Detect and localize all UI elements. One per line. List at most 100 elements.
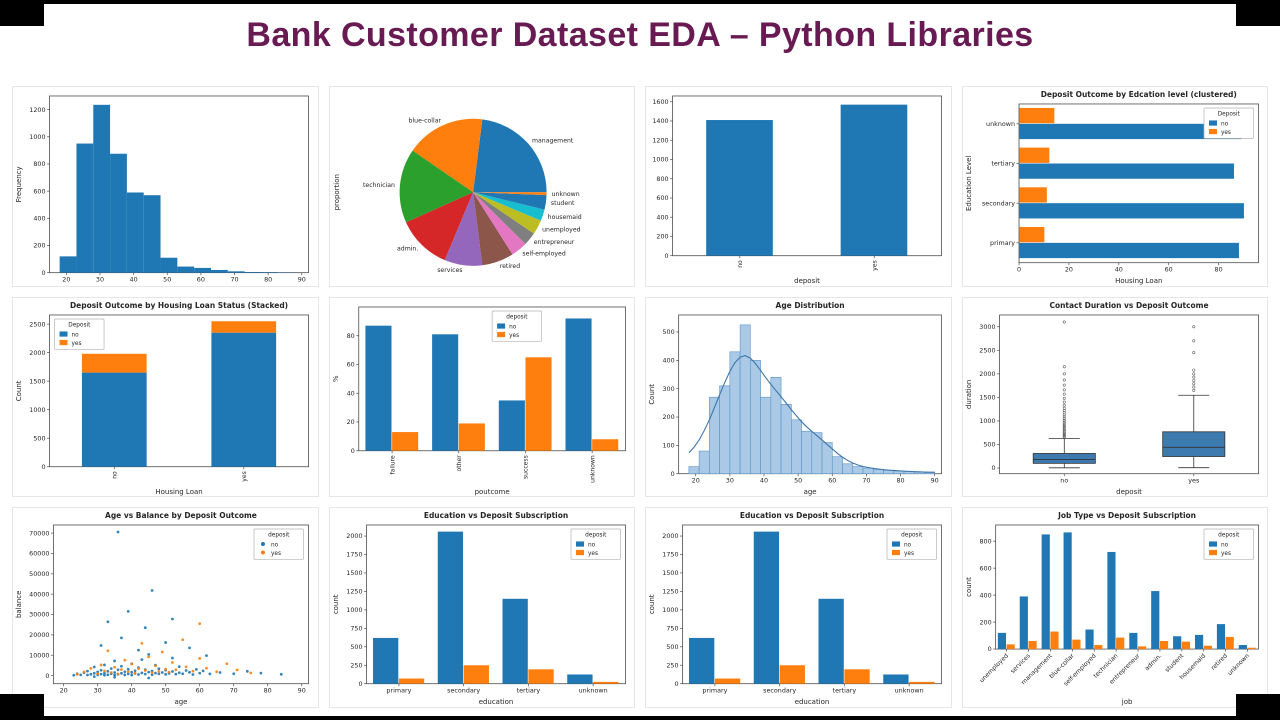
svg-text:60: 60	[828, 476, 836, 484]
svg-text:20: 20	[62, 276, 70, 284]
svg-text:unknown: unknown	[986, 120, 1015, 128]
svg-text:400: 400	[656, 213, 668, 221]
svg-text:600: 600	[979, 565, 991, 573]
svg-text:90: 90	[298, 276, 306, 284]
svg-text:60: 60	[197, 276, 205, 284]
svg-text:20: 20	[692, 476, 700, 484]
chart-poutcome-deposit-grouped: poutcome% failure other success unknown 0 20 40…	[328, 296, 635, 498]
svg-text:unknown: unknown	[578, 687, 607, 695]
svg-text:30: 30	[94, 687, 102, 695]
svg-text:age: age	[804, 488, 817, 496]
svg-text:60: 60	[1164, 266, 1172, 274]
svg-text:30000: 30000	[29, 611, 49, 619]
svg-text:80: 80	[264, 687, 272, 695]
svg-text:failure: failure	[389, 455, 396, 474]
svg-text:success: success	[522, 455, 529, 479]
svg-text:tertiary: tertiary	[991, 160, 1015, 168]
svg-text:tertiary: tertiary	[833, 687, 857, 695]
svg-text:yes: yes	[72, 341, 82, 347]
corner-mark-top-right	[1236, 0, 1280, 26]
svg-text:Job Type vs Deposit Subscripti: Job Type vs Deposit Subscription	[1057, 511, 1196, 520]
svg-text:management: management	[531, 137, 573, 144]
svg-text:Education Level: Education Level	[964, 156, 972, 211]
svg-text:70: 70	[862, 476, 870, 484]
svg-text:no: no	[904, 543, 912, 549]
svg-text:750: 750	[666, 625, 678, 633]
svg-text:proportion: proportion	[332, 174, 340, 210]
svg-text:400: 400	[33, 215, 45, 223]
svg-text:unknown: unknown	[1226, 653, 1251, 678]
svg-text:500: 500	[983, 440, 995, 448]
svg-text:count: count	[648, 595, 656, 615]
svg-text:1400: 1400	[652, 117, 668, 125]
chart-job-deposit-grouped: Job Type vs Deposit Subscription job count…	[961, 507, 1268, 708]
svg-text:20: 20	[346, 418, 354, 426]
svg-text:40000: 40000	[29, 591, 49, 599]
svg-text:20: 20	[60, 687, 68, 695]
svg-text:yes: yes	[587, 551, 597, 557]
svg-text:technician: technician	[362, 182, 394, 189]
svg-text:1200: 1200	[29, 106, 45, 114]
svg-text:90: 90	[298, 687, 306, 695]
svg-text:services: services	[437, 267, 462, 274]
svg-text:blue-collar: blue-collar	[408, 118, 441, 125]
svg-text:yes: yes	[1220, 551, 1230, 557]
svg-text:1500: 1500	[29, 377, 45, 385]
svg-text:400: 400	[662, 356, 674, 364]
svg-text:40: 40	[1114, 266, 1122, 274]
svg-text:count: count	[964, 577, 972, 597]
svg-text:no: no	[1220, 543, 1228, 549]
svg-text:Deposit Outcome by Housing Loa: Deposit Outcome by Housing Loan Status (…	[70, 301, 288, 310]
svg-text:housemaid: housemaid	[547, 214, 581, 221]
page-title: Bank Customer Dataset EDA – Python Libra…	[246, 16, 1034, 54]
svg-text:500: 500	[350, 643, 362, 651]
svg-text:800: 800	[979, 538, 991, 546]
svg-text:200: 200	[33, 242, 45, 250]
svg-text:deposit: deposit	[585, 533, 607, 539]
svg-text:secondary: secondary	[981, 199, 1014, 207]
svg-text:secondary: secondary	[763, 687, 796, 695]
svg-text:200: 200	[662, 413, 674, 421]
svg-text:primary: primary	[990, 239, 1015, 247]
svg-text:70000: 70000	[29, 530, 49, 538]
svg-text:yes: yes	[241, 471, 248, 482]
svg-text:0: 0	[665, 252, 669, 260]
chart-education-deposit-clustered: Deposit Outcome by Edcation level (clust…	[961, 86, 1268, 287]
svg-text:80: 80	[346, 332, 354, 340]
svg-text:40: 40	[130, 276, 138, 284]
svg-text:tertiary: tertiary	[516, 687, 540, 695]
svg-text:2000: 2000	[29, 348, 45, 356]
svg-text:1000: 1000	[979, 417, 995, 425]
svg-text:Education vs Deposit Subscript: Education vs Deposit Subscription	[423, 511, 567, 520]
svg-text:1000: 1000	[652, 156, 668, 164]
svg-text:500: 500	[662, 328, 674, 336]
svg-text:no: no	[1220, 121, 1228, 127]
svg-text:1500: 1500	[979, 393, 995, 401]
svg-text:50: 50	[162, 687, 170, 695]
svg-text:70: 70	[230, 687, 238, 695]
svg-text:Age vs Balance by Deposit Outc: Age vs Balance by Deposit Outcome	[105, 511, 257, 520]
chart-education-deposit-grouped-a: Education vs Deposit Subscription educati…	[328, 507, 635, 708]
svg-text:2500: 2500	[979, 346, 995, 354]
svg-text:30: 30	[96, 276, 104, 284]
svg-text:Count: Count	[15, 380, 23, 401]
svg-text:200: 200	[656, 233, 668, 241]
svg-text:deposit: deposit	[1116, 488, 1142, 496]
svg-text:yes: yes	[509, 333, 519, 339]
chart-duration-deposit-boxplot: Contact Duration vs Deposit Outcome depos…	[961, 296, 1268, 498]
svg-text:30: 30	[726, 476, 734, 484]
svg-text:400: 400	[979, 592, 991, 600]
svg-text:300: 300	[662, 385, 674, 393]
svg-text:80: 80	[264, 276, 272, 284]
svg-text:750: 750	[350, 625, 362, 633]
svg-text:yes: yes	[1220, 130, 1230, 136]
svg-text:3000: 3000	[979, 323, 995, 331]
svg-text:job: job	[1120, 699, 1132, 707]
svg-text:70: 70	[230, 276, 238, 284]
svg-text:0: 0	[671, 470, 675, 478]
svg-text:Education vs Deposit Subscript: Education vs Deposit Subscription	[740, 511, 884, 520]
svg-text:200: 200	[979, 619, 991, 627]
svg-text:50: 50	[794, 476, 802, 484]
svg-text:60000: 60000	[29, 550, 49, 558]
svg-text:%: %	[331, 375, 339, 382]
